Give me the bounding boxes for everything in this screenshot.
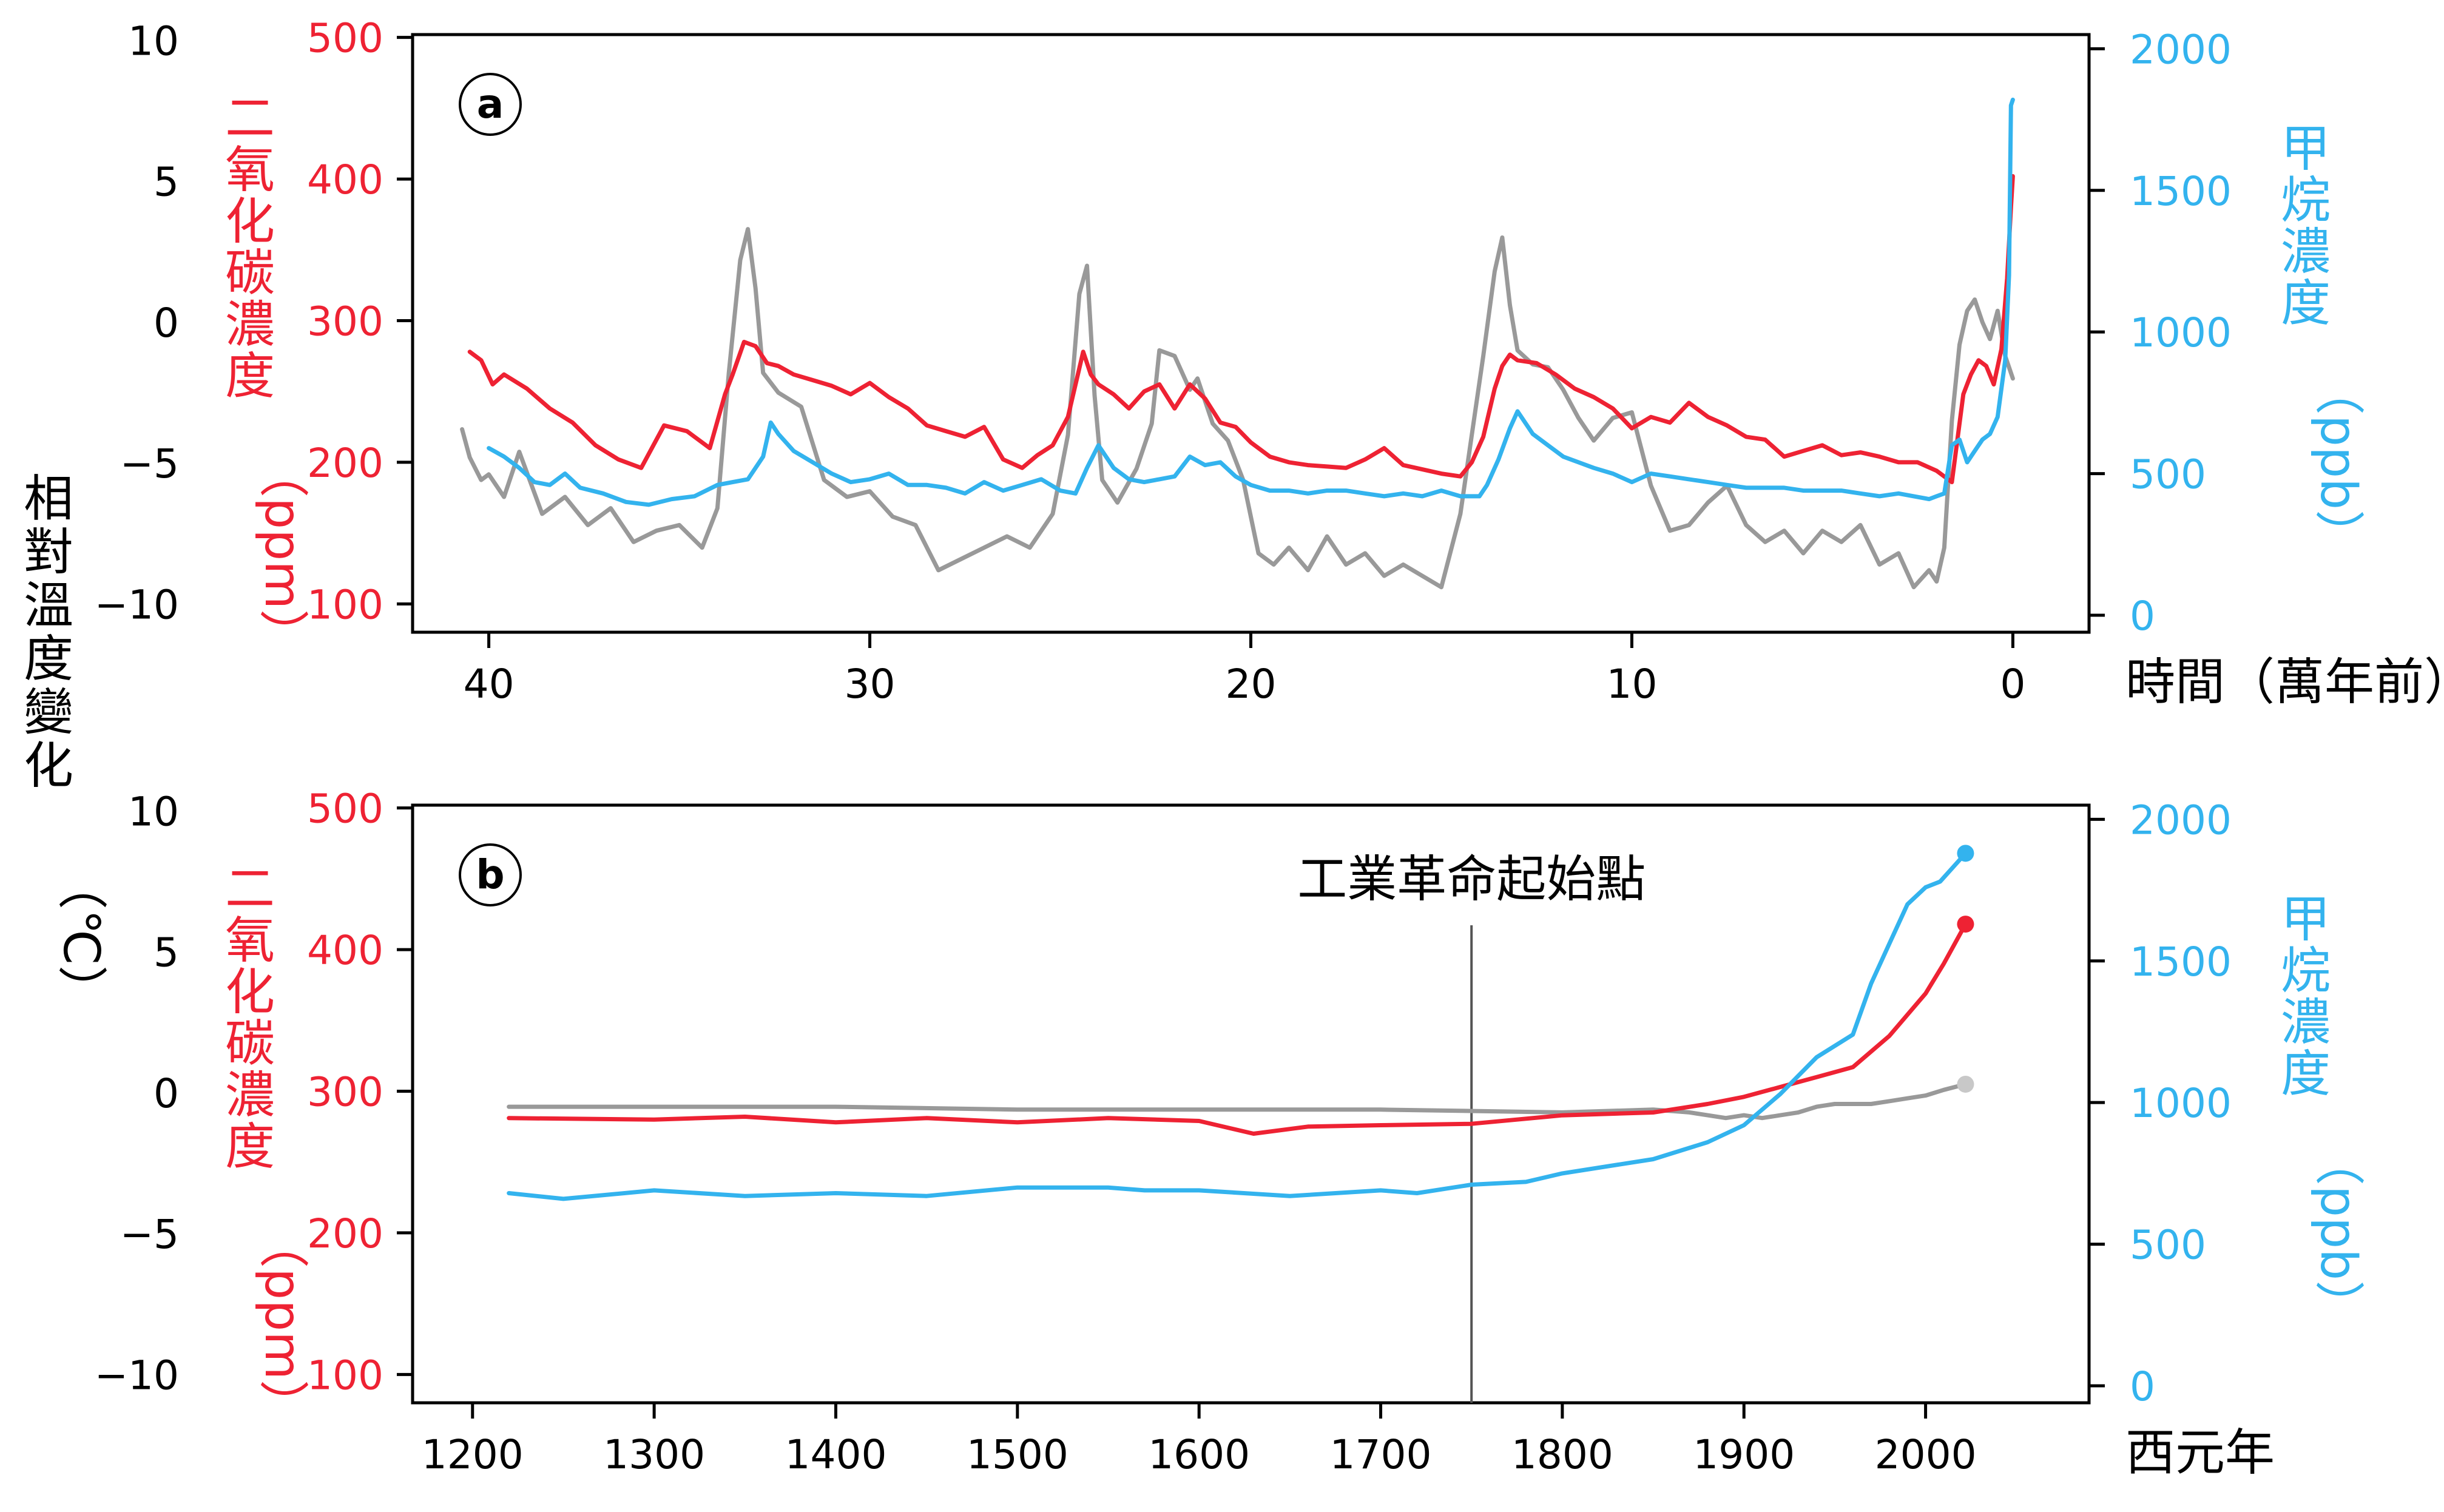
- x-axis-title: 西元年: [2125, 1424, 2275, 1482]
- industrial-revolution-label: 工業革命起始點: [1297, 851, 1646, 908]
- x-tick-label: 1500: [967, 1431, 1068, 1478]
- ch4-axis-title-char: 度: [2281, 1045, 2331, 1103]
- x-tick-label: 30: [845, 661, 896, 707]
- ch4-tick-label: 500: [2130, 451, 2206, 498]
- co2-axis-title-char: 度: [225, 348, 275, 405]
- ch4-tick-label: 0: [2130, 593, 2155, 640]
- co2-axis-title-unit: （ppm）: [254, 1218, 311, 1429]
- temperature-tick-label: −10: [95, 1352, 179, 1399]
- co2-axis-title-char: 度: [225, 1118, 275, 1176]
- panel-letter-circle: [459, 73, 522, 136]
- panel-letter: b: [476, 851, 504, 898]
- ch4-tick-label: 1500: [2130, 939, 2232, 985]
- methane-line: [487, 97, 2015, 507]
- ch4-tick-label: 0: [2130, 1363, 2155, 1410]
- temperature-tick-label: −10: [95, 582, 179, 629]
- co2-tick-label: 400: [307, 927, 383, 974]
- x-tick-label: 1600: [1148, 1431, 1250, 1478]
- ch4-tick-label: 2000: [2130, 797, 2232, 843]
- temperature-line: [507, 1082, 1968, 1121]
- ch4-tick-label: 500: [2130, 1222, 2206, 1269]
- x-tick-label: 2000: [1875, 1431, 1977, 1478]
- co2-axis-title-char: 濃: [225, 1067, 275, 1124]
- temperature-tick-label: 0: [154, 1070, 179, 1117]
- panel-b: 1200 1300 1400 1500 1600 1700 1800 1900 2000 西元年1…: [95, 786, 2367, 1482]
- ch4-axis-title-char: 烷: [2281, 172, 2331, 229]
- temperature-line-end-marker: [1957, 1075, 1974, 1093]
- co2-axis-title-char: 碳: [225, 1015, 275, 1073]
- panel-letter: a: [477, 81, 504, 127]
- temperature-axis-title-char: 相: [24, 470, 73, 528]
- ch4-tick-label: 1000: [2130, 1080, 2232, 1127]
- co2-axis-title-char: 氧: [225, 912, 275, 970]
- ch4-tick-label: 1500: [2130, 168, 2232, 215]
- ch4-axis-title-char: 甲: [2281, 891, 2331, 948]
- co2-tick-label: 300: [307, 298, 383, 345]
- co2-tick-label: 100: [307, 1352, 383, 1399]
- panel-letter-circle: [459, 843, 522, 906]
- temperature-axis-title-char: 溫: [24, 577, 73, 635]
- co2-axis-title-char: 濃: [225, 296, 275, 354]
- ch4-axis-title-unit: （ppb）: [2309, 1136, 2367, 1330]
- ch4-tick-label: 2000: [2130, 26, 2232, 73]
- temperature-axis-title-char: 度: [24, 630, 73, 688]
- temperature-tick-label: 10: [128, 18, 179, 64]
- co2-axis-title-char: 化: [225, 964, 275, 1021]
- ch4-axis-title-char: 烷: [2281, 942, 2331, 1000]
- co2-axis-title-char: 二: [225, 90, 275, 147]
- co2-tick-label: 100: [307, 581, 383, 628]
- x-tick-label: 1900: [1693, 1431, 1795, 1478]
- ch4-axis-title-char: 濃: [2281, 223, 2331, 281]
- x-axis-title: 時間（萬年前）: [2125, 653, 2444, 711]
- x-tick-label: 1300: [603, 1431, 705, 1478]
- co2-tick-label: 500: [307, 15, 383, 62]
- co2-tick-label: 200: [307, 1210, 383, 1257]
- ch4-axis-title-char: 度: [2281, 275, 2331, 332]
- temperature-tick-label: 0: [154, 300, 179, 346]
- x-tick-label: 20: [1226, 661, 1277, 707]
- temperature-axis-title-unit: （℃）: [52, 860, 110, 1015]
- x-tick-label: 0: [2000, 661, 2025, 707]
- x-tick-label: 1700: [1330, 1431, 1432, 1478]
- temperature-tick-label: 5: [154, 159, 179, 206]
- ch4-tick-label: 1000: [2130, 309, 2232, 356]
- ch4-axis-title-char: 濃: [2281, 994, 2331, 1051]
- temperature-axis-title-char: 對: [24, 524, 73, 581]
- plot-frame: [411, 33, 2091, 634]
- temperature-tick-label: 10: [128, 788, 179, 835]
- co2-axis-title-char: 碳: [225, 245, 275, 302]
- ch4-axis-title-char: 甲: [2281, 120, 2331, 178]
- temperature-axis-title-char: 化: [24, 737, 73, 795]
- temperature-tick-label: −5: [120, 440, 179, 487]
- temperature-tick-label: −5: [120, 1211, 179, 1258]
- co2-line-end-marker: [1957, 916, 1974, 933]
- x-tick-label: 40: [464, 661, 515, 707]
- co2-axis-title-char: 化: [225, 193, 275, 251]
- co2-tick-label: 500: [307, 786, 383, 832]
- co2-tick-label: 200: [307, 440, 383, 487]
- methane-line: [507, 851, 1968, 1201]
- co2-axis-title-char: 氧: [225, 141, 275, 199]
- x-tick-label: 1800: [1511, 1431, 1613, 1478]
- temperature-line: [460, 227, 2015, 590]
- x-tick-label: 1400: [785, 1431, 887, 1478]
- x-tick-label: 1200: [422, 1431, 524, 1478]
- co2-tick-label: 400: [307, 157, 383, 203]
- temperature-axis-title-char: 變: [24, 684, 73, 741]
- panel-a: 40 30 20 10 0 時間（萬年前）1050−5−10500400300200100…: [95, 15, 2444, 711]
- co2-line: [467, 174, 2015, 485]
- co2-axis-title-char: 二: [225, 860, 275, 918]
- temperature-tick-label: 5: [154, 930, 179, 976]
- x-tick-label: 10: [1606, 661, 1657, 707]
- methane-line-end-marker: [1957, 845, 1974, 862]
- co2-line: [507, 922, 1968, 1136]
- ch4-axis-title-unit: （ppb）: [2309, 365, 2367, 559]
- co2-axis-title-unit: （ppm）: [254, 448, 311, 659]
- co2-tick-label: 300: [307, 1068, 383, 1115]
